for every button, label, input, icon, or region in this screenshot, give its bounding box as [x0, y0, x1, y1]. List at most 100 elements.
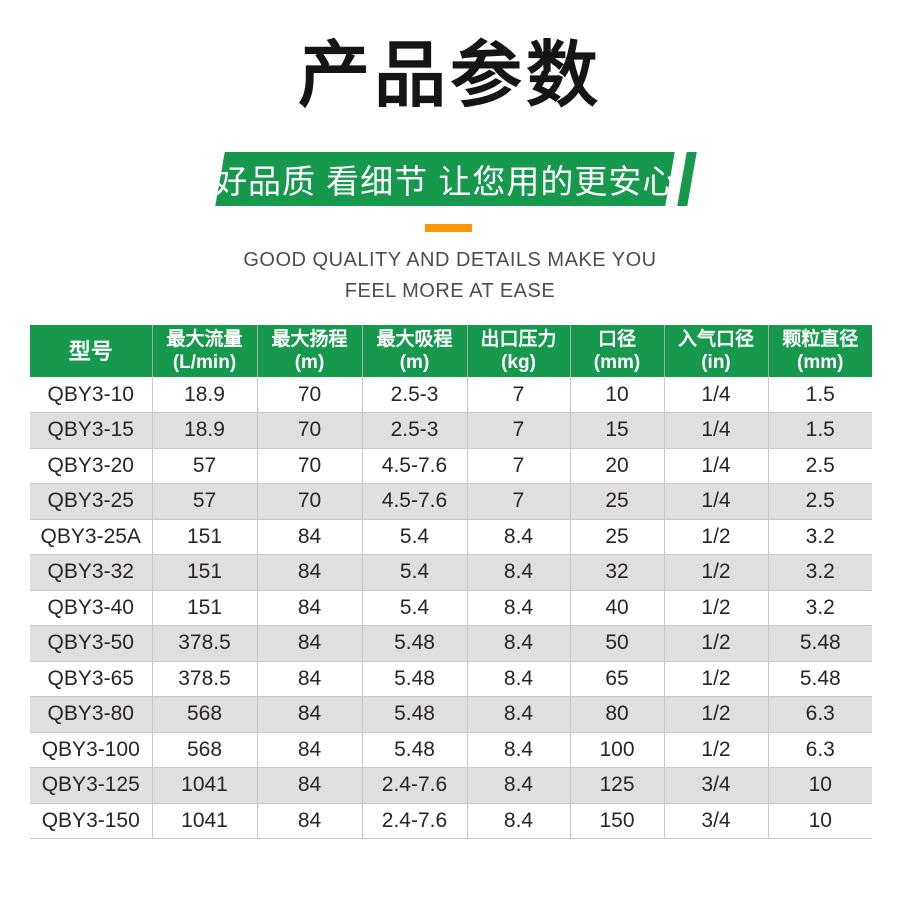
value-cell: 3/4 [663, 767, 769, 804]
value-cell: 5.4 [361, 554, 468, 591]
value-cell: 7 [466, 448, 571, 484]
model-cell: QBY3-100 [30, 732, 153, 768]
value-cell: 84 [256, 803, 363, 839]
value-cell: 1/4 [663, 448, 769, 484]
value-cell: 84 [256, 554, 363, 591]
value-cell: 8.4 [466, 696, 571, 733]
column-unit: (L/min) [172, 352, 237, 373]
table-row: QBY3-80 568 84 5.48 8.4 80 1/2 6.3 [30, 696, 872, 733]
value-cell: 8.4 [466, 554, 571, 591]
column-name: 最大扬程 [271, 329, 348, 350]
value-cell: 8.4 [466, 590, 571, 626]
value-cell: 5.4 [361, 519, 468, 555]
value-cell: 568 [151, 732, 258, 768]
value-cell: 18.9 [151, 412, 258, 449]
model-cell: QBY3-65 [30, 661, 153, 697]
subtitle-english-line2: FEEL MORE AT EASE [344, 280, 556, 302]
value-cell: 1/2 [663, 519, 769, 555]
value-cell: 7 [466, 483, 571, 520]
value-cell: 84 [256, 661, 363, 697]
value-cell: 1.5 [767, 377, 872, 413]
column-name: 入气口径 [677, 329, 754, 350]
subtitle-english: GOOD QUALITY AND DETAILS MAKE YOU FEEL M… [0, 245, 900, 307]
table-header: 型号 最大流量 (L/min) 最大扬程 (m) 最大吸程 (m) 出口压力 (kg) 口径 (mm… [30, 325, 872, 377]
value-cell: 5.48 [767, 661, 872, 697]
value-cell: 25 [569, 483, 665, 520]
table-body: QBY3-10 18.9 70 2.5-3 7 10 1/4 1.5 QBY3-15 18.9 70… [30, 377, 872, 839]
value-cell: 40 [569, 590, 665, 626]
column-unit: (m) [399, 352, 430, 373]
model-cell: QBY3-150 [30, 803, 153, 839]
value-cell: 2.4-7.6 [361, 767, 468, 804]
model-cell: QBY3-32 [30, 554, 153, 591]
model-cell: QBY3-40 [30, 590, 153, 626]
page-title: 产品参数 [297, 36, 602, 116]
value-cell: 8.4 [466, 625, 571, 662]
value-cell: 5.48 [361, 661, 468, 697]
model-cell: QBY3-10 [30, 377, 153, 413]
value-cell: 100 [569, 732, 665, 768]
value-cell: 7 [466, 412, 571, 449]
table-row: QBY3-65 378.5 84 5.48 8.4 65 1/2 5.48 [30, 661, 872, 697]
quality-slogan-text: 好品质 看细节 让您用的更安心 [213, 163, 677, 200]
value-cell: 10 [767, 767, 872, 804]
table-row: QBY3-15 18.9 70 2.5-3 7 15 1/4 1.5 [30, 412, 872, 449]
value-cell: 70 [256, 448, 363, 484]
table-row: QBY3-32 151 84 5.4 8.4 32 1/2 3.2 [30, 554, 872, 591]
value-cell: 3.2 [767, 590, 872, 626]
value-cell: 10 [767, 803, 872, 839]
value-cell: 3/4 [663, 803, 769, 839]
value-cell: 8.4 [466, 661, 571, 697]
value-cell: 1041 [151, 767, 258, 804]
value-cell: 84 [256, 696, 363, 733]
column-unit: (kg) [501, 352, 536, 373]
table-row: QBY3-20 57 70 4.5-7.6 7 20 1/4 2.5 [30, 448, 872, 484]
model-cell: QBY3-15 [30, 412, 153, 449]
column-unit: (mm) [593, 352, 641, 373]
model-cell: QBY3-25 [30, 483, 153, 520]
value-cell: 70 [256, 377, 363, 413]
value-cell: 151 [151, 519, 258, 555]
value-cell: 32 [569, 554, 665, 591]
value-cell: 18.9 [151, 377, 258, 413]
value-cell: 20 [569, 448, 665, 484]
value-cell: 8.4 [466, 519, 571, 555]
quality-slogan-banner: 好品质 看细节 让您用的更安心 [213, 152, 677, 206]
table-row: QBY3-25 57 70 4.5-7.6 7 25 1/4 2.5 [30, 483, 872, 520]
value-cell: 1/4 [663, 412, 769, 449]
column-header-3: 最大吸程 (m) [361, 325, 468, 377]
column-header-1: 最大流量 (L/min) [151, 325, 258, 377]
value-cell: 57 [151, 483, 258, 520]
value-cell: 3.2 [767, 554, 872, 591]
value-cell: 84 [256, 767, 363, 804]
value-cell: 151 [151, 554, 258, 591]
product-spec-table: 型号 最大流量 (L/min) 最大扬程 (m) 最大吸程 (m) 出口压力 (kg) 口径 (mm… [30, 325, 872, 839]
value-cell: 5.48 [361, 696, 468, 733]
value-cell: 378.5 [151, 661, 258, 697]
value-cell: 70 [256, 483, 363, 520]
value-cell: 5.48 [361, 625, 468, 662]
table-row: QBY3-25A 151 84 5.4 8.4 25 1/2 3.2 [30, 519, 872, 555]
column-name: 最大流量 [166, 329, 243, 350]
model-cell: QBY3-20 [30, 448, 153, 484]
value-cell: 1/2 [663, 696, 769, 733]
value-cell: 25 [569, 519, 665, 555]
column-unit: (mm) [797, 352, 844, 373]
table-row: QBY3-10 18.9 70 2.5-3 7 10 1/4 1.5 [30, 377, 872, 413]
value-cell: 6.3 [767, 696, 872, 733]
value-cell: 2.5-3 [361, 377, 468, 413]
value-cell: 2.5 [767, 448, 872, 484]
value-cell: 1041 [151, 803, 258, 839]
value-cell: 15 [569, 412, 665, 449]
value-cell: 1/2 [663, 625, 769, 662]
value-cell: 3.2 [767, 519, 872, 555]
value-cell: 65 [569, 661, 665, 697]
value-cell: 1.5 [767, 412, 872, 449]
value-cell: 2.5 [767, 483, 872, 520]
column-unit: (in) [701, 352, 731, 373]
column-header-5: 口径 (mm) [569, 325, 665, 377]
value-cell: 5.48 [361, 732, 468, 768]
value-cell: 5.4 [361, 590, 468, 626]
column-name: 口径 [597, 329, 636, 350]
column-name: 颗粒直径 [782, 329, 859, 350]
